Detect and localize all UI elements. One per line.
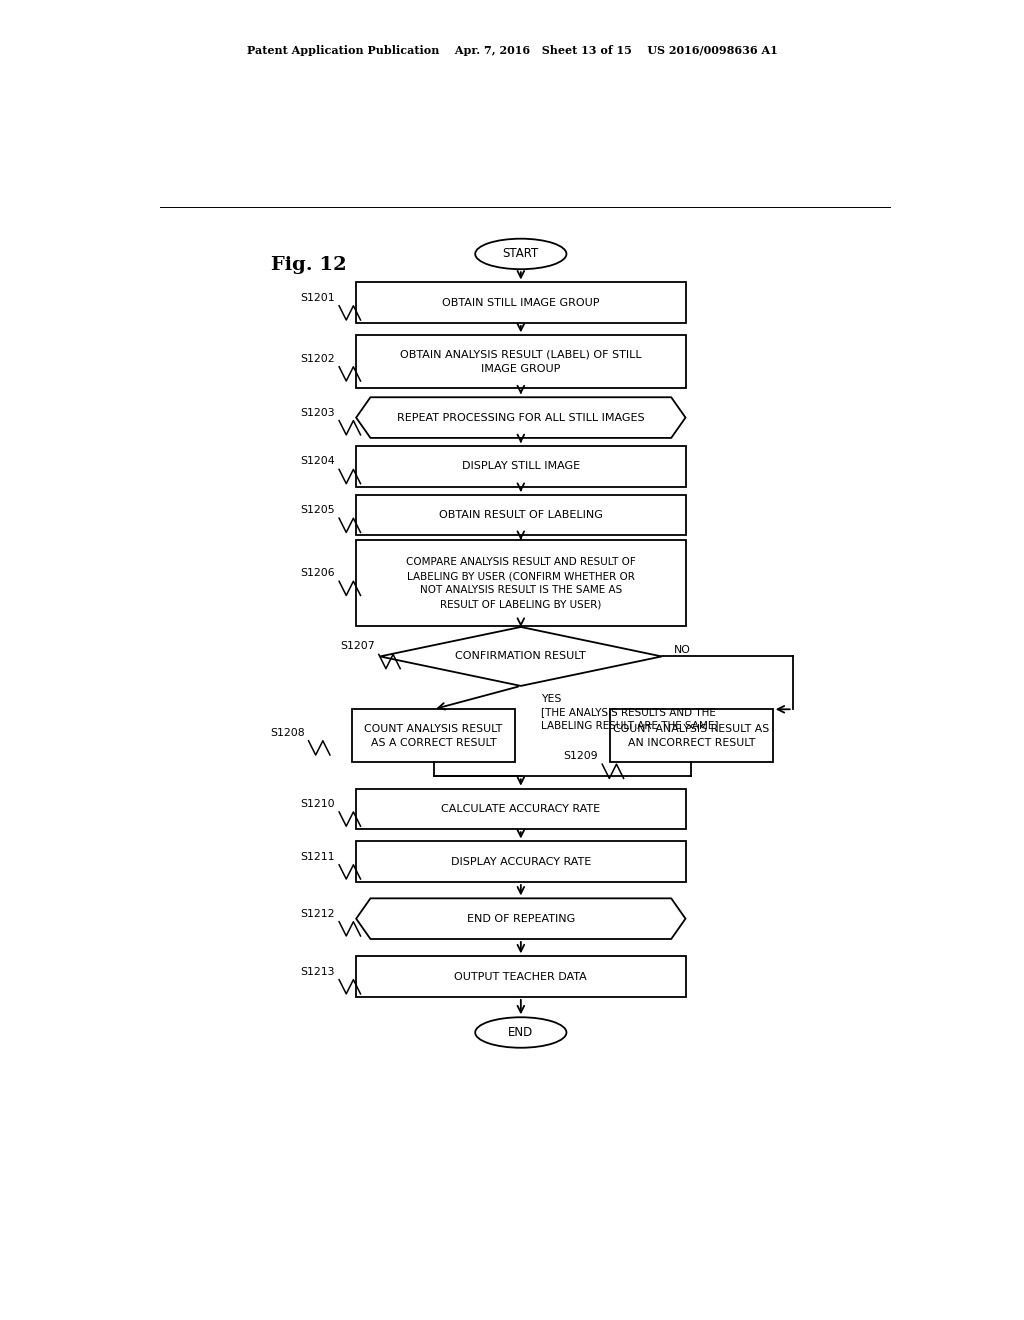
- FancyBboxPatch shape: [356, 788, 685, 829]
- Text: S1211: S1211: [301, 851, 335, 862]
- Ellipse shape: [475, 1018, 566, 1048]
- FancyBboxPatch shape: [610, 709, 773, 762]
- Text: COUNT ANALYSIS RESULT
AS A CORRECT RESULT: COUNT ANALYSIS RESULT AS A CORRECT RESUL…: [365, 723, 503, 747]
- Text: OUTPUT TEACHER DATA: OUTPUT TEACHER DATA: [455, 972, 587, 982]
- Text: OBTAIN STILL IMAGE GROUP: OBTAIN STILL IMAGE GROUP: [442, 298, 600, 308]
- Text: S1209: S1209: [563, 751, 598, 762]
- Text: NO: NO: [674, 645, 690, 655]
- Text: CALCULATE ACCURACY RATE: CALCULATE ACCURACY RATE: [441, 804, 600, 814]
- Text: [THE ANALYSIS RESULTS AND THE
LABELING RESULT ARE THE SAME]: [THE ANALYSIS RESULTS AND THE LABELING R…: [541, 708, 718, 730]
- Text: END: END: [508, 1026, 534, 1039]
- FancyBboxPatch shape: [356, 540, 685, 627]
- Text: S1203: S1203: [300, 408, 335, 417]
- FancyBboxPatch shape: [356, 956, 685, 997]
- Text: START: START: [503, 247, 539, 260]
- Text: S1208: S1208: [270, 727, 304, 738]
- Text: S1205: S1205: [300, 506, 335, 515]
- Text: COUNT ANALYSIS RESULT AS
AN INCORRECT RESULT: COUNT ANALYSIS RESULT AS AN INCORRECT RE…: [613, 723, 770, 747]
- Text: CONFIRMATION RESULT: CONFIRMATION RESULT: [456, 652, 586, 661]
- Polygon shape: [380, 627, 662, 686]
- FancyBboxPatch shape: [356, 841, 685, 882]
- Text: DISPLAY ACCURACY RATE: DISPLAY ACCURACY RATE: [451, 857, 591, 867]
- Text: S1213: S1213: [301, 966, 335, 977]
- Text: S1202: S1202: [300, 354, 335, 364]
- Text: OBTAIN RESULT OF LABELING: OBTAIN RESULT OF LABELING: [439, 510, 603, 520]
- Ellipse shape: [475, 239, 566, 269]
- Text: S1204: S1204: [300, 457, 335, 466]
- Text: Fig. 12: Fig. 12: [270, 256, 346, 275]
- Text: Patent Application Publication    Apr. 7, 2016   Sheet 13 of 15    US 2016/00986: Patent Application Publication Apr. 7, 2…: [247, 45, 777, 55]
- Text: S1201: S1201: [300, 293, 335, 302]
- FancyBboxPatch shape: [356, 282, 685, 323]
- FancyBboxPatch shape: [352, 709, 515, 762]
- Text: YES: YES: [541, 694, 561, 704]
- Text: REPEAT PROCESSING FOR ALL STILL IMAGES: REPEAT PROCESSING FOR ALL STILL IMAGES: [397, 413, 645, 422]
- FancyBboxPatch shape: [356, 495, 685, 536]
- Text: S1207: S1207: [340, 642, 375, 651]
- Polygon shape: [356, 899, 685, 939]
- Text: END OF REPEATING: END OF REPEATING: [467, 913, 574, 924]
- Text: S1210: S1210: [300, 799, 335, 809]
- Text: S1206: S1206: [300, 568, 335, 578]
- Text: DISPLAY STILL IMAGE: DISPLAY STILL IMAGE: [462, 462, 580, 471]
- Text: COMPARE ANALYSIS RESULT AND RESULT OF
LABELING BY USER (CONFIRM WHETHER OR
NOT A: COMPARE ANALYSIS RESULT AND RESULT OF LA…: [406, 557, 636, 610]
- Polygon shape: [356, 397, 685, 438]
- Text: S1212: S1212: [301, 908, 335, 919]
- FancyBboxPatch shape: [356, 335, 685, 388]
- Text: OBTAIN ANALYSIS RESULT (LABEL) OF STILL
IMAGE GROUP: OBTAIN ANALYSIS RESULT (LABEL) OF STILL …: [400, 350, 642, 374]
- FancyBboxPatch shape: [356, 446, 685, 487]
